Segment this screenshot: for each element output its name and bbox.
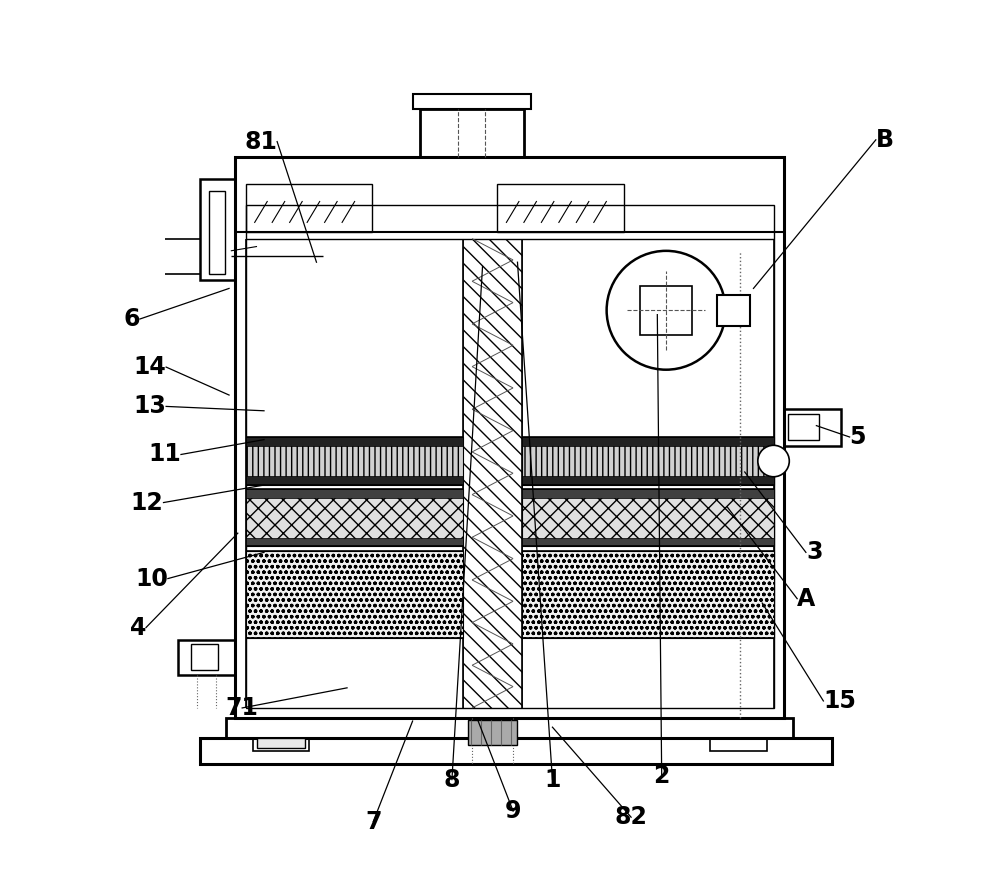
Bar bbox=[246, 489, 463, 546]
Text: 7: 7 bbox=[365, 809, 382, 834]
Text: 2: 2 bbox=[654, 764, 670, 788]
Text: 81: 81 bbox=[244, 129, 277, 154]
Bar bbox=[497, 184, 624, 232]
Circle shape bbox=[758, 446, 789, 476]
Bar bbox=[200, 738, 832, 764]
Bar bbox=[209, 191, 225, 274]
Bar bbox=[200, 179, 235, 280]
Bar bbox=[522, 551, 774, 638]
Text: 4: 4 bbox=[130, 615, 146, 640]
Text: 5: 5 bbox=[850, 425, 866, 449]
Text: 8: 8 bbox=[444, 767, 460, 792]
Bar bbox=[717, 295, 750, 326]
Bar bbox=[235, 157, 784, 718]
Text: 3: 3 bbox=[806, 540, 822, 565]
Bar bbox=[246, 437, 463, 485]
Bar bbox=[226, 718, 793, 738]
Text: 9: 9 bbox=[505, 799, 521, 823]
Bar bbox=[522, 476, 774, 485]
Text: 71: 71 bbox=[226, 696, 259, 720]
Text: 1: 1 bbox=[544, 767, 561, 792]
Bar bbox=[784, 409, 841, 446]
Text: 14: 14 bbox=[133, 355, 166, 379]
Bar bbox=[253, 738, 309, 751]
Bar bbox=[246, 489, 463, 498]
Text: 10: 10 bbox=[135, 566, 168, 591]
Bar bbox=[413, 94, 531, 109]
Text: 15: 15 bbox=[823, 689, 856, 713]
Bar bbox=[463, 239, 522, 708]
Bar bbox=[246, 184, 372, 232]
Text: 11: 11 bbox=[148, 442, 181, 467]
Text: 13: 13 bbox=[133, 394, 166, 419]
Bar bbox=[522, 437, 774, 446]
Bar bbox=[246, 437, 463, 446]
Bar bbox=[191, 644, 218, 670]
Bar bbox=[246, 551, 463, 638]
Bar bbox=[788, 414, 819, 440]
Bar bbox=[710, 738, 767, 751]
Text: B: B bbox=[876, 128, 894, 152]
Bar bbox=[468, 720, 517, 745]
Bar bbox=[640, 286, 692, 335]
Bar bbox=[522, 437, 774, 485]
Bar bbox=[246, 476, 463, 485]
Text: A: A bbox=[797, 586, 815, 611]
Bar bbox=[420, 109, 524, 157]
Text: 82: 82 bbox=[615, 805, 648, 829]
Bar bbox=[522, 538, 774, 546]
Bar bbox=[246, 205, 774, 708]
Bar bbox=[522, 489, 774, 498]
Bar bbox=[522, 489, 774, 546]
Bar bbox=[246, 538, 463, 546]
Bar bbox=[257, 738, 305, 748]
Circle shape bbox=[607, 251, 725, 370]
Text: 6: 6 bbox=[123, 307, 140, 331]
Bar bbox=[178, 640, 235, 675]
Text: 12: 12 bbox=[131, 490, 164, 515]
